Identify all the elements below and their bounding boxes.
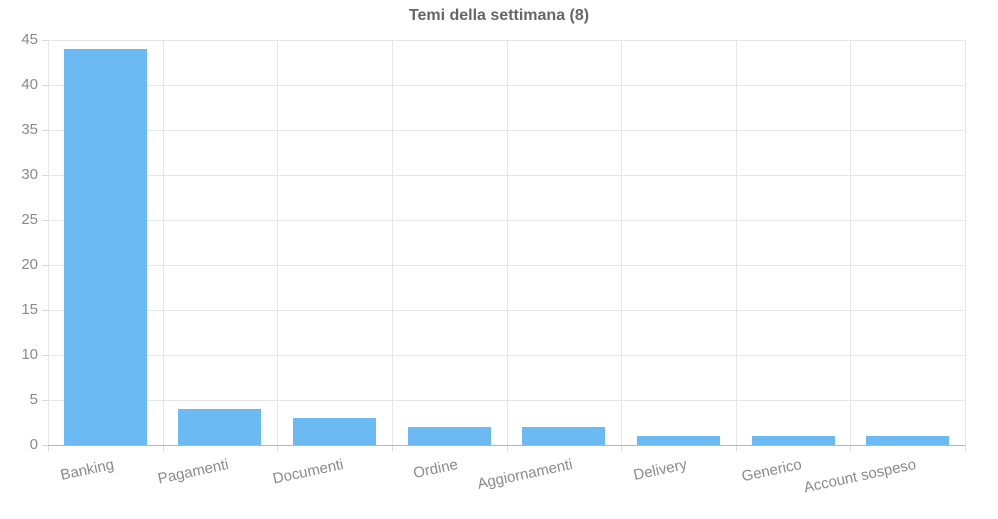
x-axis-tick-label: Banking (59, 456, 116, 484)
y-axis-tick-mark (42, 175, 48, 176)
x-axis-tick-label: Generico (740, 456, 804, 486)
bar-banking[interactable] (63, 49, 147, 445)
gridline-vertical (48, 40, 49, 445)
y-axis-tick-mark (42, 265, 48, 266)
x-axis-tick-mark (391, 445, 393, 451)
bar-aggiornamenti[interactable] (522, 427, 606, 445)
gridline-vertical (965, 40, 966, 445)
y-axis-tick-mark (42, 400, 48, 401)
y-axis-tick-mark (42, 130, 48, 131)
y-axis-tick-label: 0 (29, 436, 38, 453)
x-axis-tick-mark (277, 445, 279, 451)
y-axis-tick-mark (42, 220, 48, 221)
gridline-vertical (391, 40, 393, 445)
bar-pagamenti[interactable] (178, 409, 262, 445)
bar-generico[interactable] (751, 436, 835, 445)
bar-documenti[interactable] (293, 418, 377, 445)
y-axis-tick-label: 35 (21, 121, 38, 138)
y-axis-tick-mark (42, 310, 48, 311)
x-axis-tick-label: Account sospeso (802, 456, 919, 497)
y-axis-tick-label: 15 (21, 301, 38, 318)
x-axis-tick-mark (621, 445, 623, 451)
x-axis-tick-mark (162, 445, 164, 451)
x-axis-tick-label: Delivery (632, 456, 689, 484)
gridline-vertical (621, 40, 623, 445)
x-axis-tick-mark (965, 445, 966, 451)
y-axis-tick-label: 10 (21, 346, 38, 363)
y-axis-tick-label: 30 (21, 166, 38, 183)
gridline-vertical (506, 40, 508, 445)
gridline-vertical (162, 40, 164, 445)
bar-delivery[interactable] (636, 436, 720, 445)
bar-account-sospeso[interactable] (866, 436, 950, 445)
gridline-vertical (735, 40, 737, 445)
x-axis-tick-mark (735, 445, 737, 451)
y-axis-tick-mark (42, 445, 48, 446)
x-axis-tick-label: Pagamenti (156, 456, 231, 488)
y-axis-tick-label: 5 (29, 391, 38, 408)
gridline-vertical (850, 40, 852, 445)
x-axis-tick-mark (506, 445, 508, 451)
x-axis-tick-mark (850, 445, 852, 451)
y-axis-tick-mark (42, 85, 48, 86)
y-axis-tick-label: 40 (21, 76, 38, 93)
x-axis-tick-label: Aggiornamenti (475, 456, 575, 493)
gridline-vertical (277, 40, 279, 445)
x-axis-tick-mark (48, 445, 49, 451)
x-axis-tick-label: Documenti (271, 456, 345, 488)
y-axis-tick-label: 25 (21, 211, 38, 228)
y-axis-tick-label: 20 (21, 256, 38, 273)
gridline-horizontal (48, 445, 965, 446)
y-axis-tick-mark (42, 40, 48, 41)
y-axis-tick-label: 45 (21, 31, 38, 48)
bar-ordine[interactable] (407, 427, 491, 445)
chart-title: Temi della settimana (8) (408, 7, 590, 24)
y-axis-tick-mark (42, 355, 48, 356)
x-axis-tick-label: Ordine (411, 456, 460, 483)
